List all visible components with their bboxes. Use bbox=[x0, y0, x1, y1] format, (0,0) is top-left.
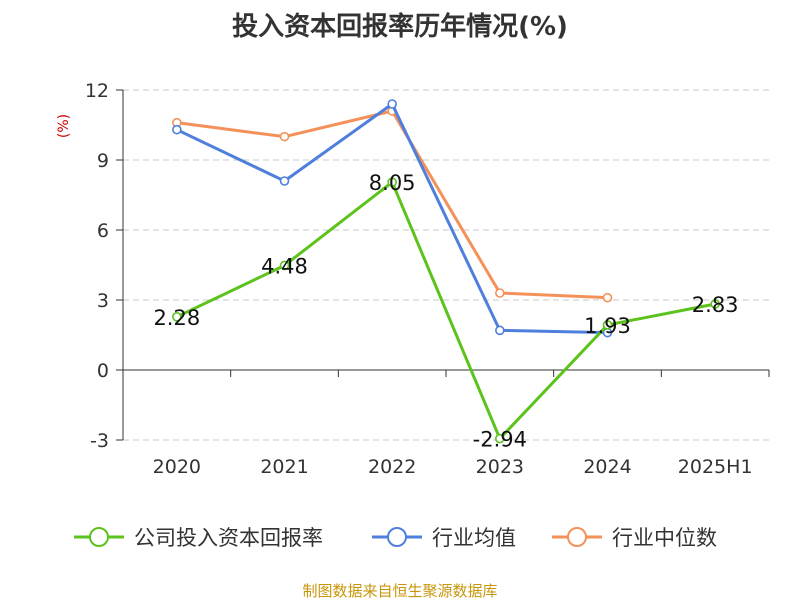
legend-marker bbox=[387, 527, 407, 547]
data-label: 1.93 bbox=[584, 314, 631, 338]
y-tick-label: 9 bbox=[97, 150, 109, 172]
data-point bbox=[279, 176, 290, 186]
series-line bbox=[176, 102, 608, 335]
data-point bbox=[279, 131, 290, 142]
data-point bbox=[172, 311, 182, 322]
chart-title: 投入资本回报率历年情况(%) bbox=[232, 12, 568, 42]
x-tick-label: 2025H1 bbox=[678, 456, 753, 478]
x-tick-label: 2022 bbox=[368, 456, 416, 478]
data-point bbox=[602, 320, 613, 330]
data-label: 4.48 bbox=[261, 254, 308, 278]
series-line bbox=[176, 109, 608, 300]
y-tick-label: 12 bbox=[85, 80, 109, 102]
data-point bbox=[710, 299, 720, 309]
x-tick-label: 2023 bbox=[476, 456, 524, 478]
legend-label: 行业均值 bbox=[432, 526, 516, 550]
data-label: 8.05 bbox=[369, 171, 416, 195]
data-point bbox=[279, 260, 290, 271]
data-point bbox=[172, 124, 182, 135]
legend-marker bbox=[567, 527, 587, 547]
legend-marker bbox=[89, 527, 109, 547]
legend-label: 行业中位数 bbox=[612, 526, 717, 550]
y-tick-label: -3 bbox=[90, 430, 109, 452]
data-point bbox=[387, 177, 397, 187]
series-line bbox=[176, 180, 716, 441]
x-tick-label: 2024 bbox=[583, 456, 631, 478]
data-point bbox=[495, 288, 505, 298]
y-tick-label: 6 bbox=[97, 220, 109, 242]
data-point bbox=[602, 292, 613, 303]
x-tick-label: 2021 bbox=[260, 456, 308, 478]
x-tick-label: 2020 bbox=[153, 456, 201, 478]
data-label: 2.28 bbox=[153, 306, 200, 330]
data-point bbox=[387, 99, 397, 109]
data-point bbox=[495, 433, 505, 444]
legend-label: 公司投入资本回报率 bbox=[134, 526, 323, 550]
y-tick-label: 3 bbox=[97, 290, 109, 312]
source-footer: 制图数据来自恒生聚源数据库 bbox=[302, 582, 498, 600]
y-axis-unit-label: (%) bbox=[56, 114, 72, 138]
data-point bbox=[495, 325, 505, 336]
data-label: -2.94 bbox=[473, 428, 527, 452]
y-tick-label: 0 bbox=[97, 360, 109, 382]
data-label: 2.83 bbox=[692, 293, 739, 317]
